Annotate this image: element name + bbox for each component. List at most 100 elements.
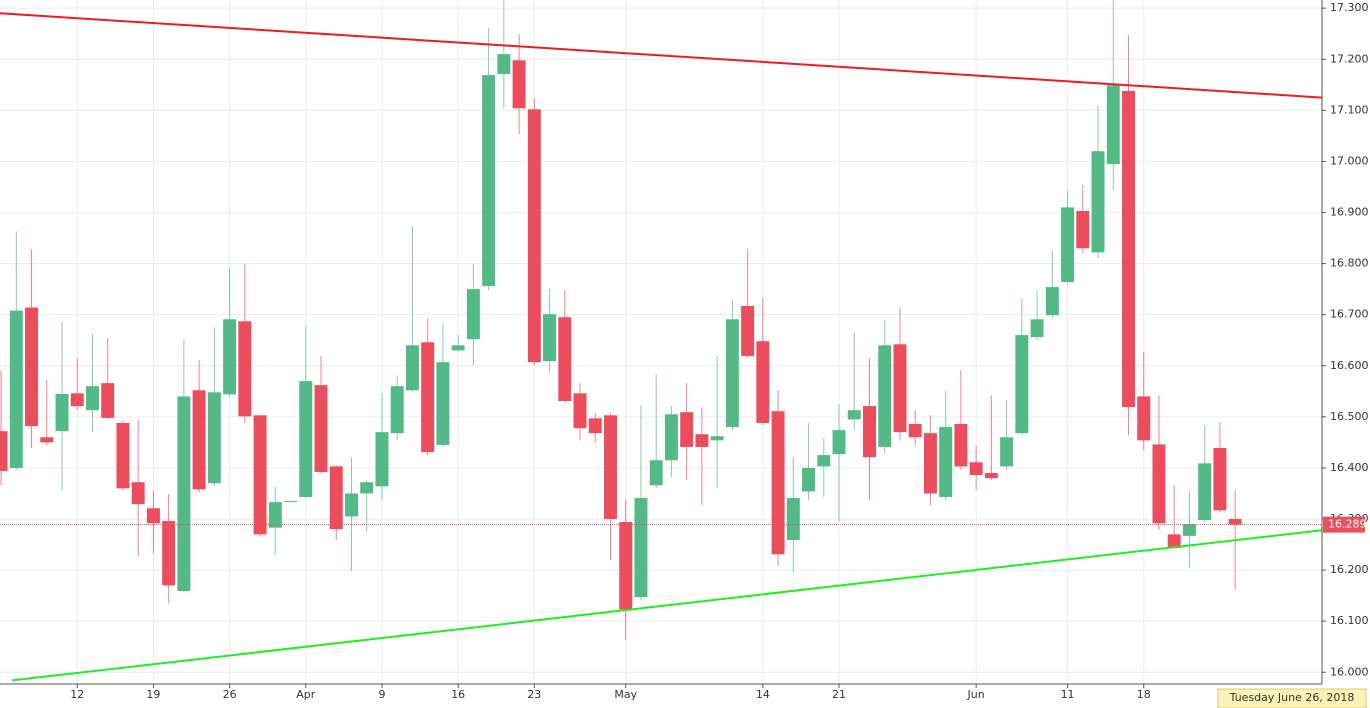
y-tick-label: 17.000 — [1330, 154, 1369, 167]
candle-body — [284, 501, 298, 503]
candle-body — [588, 418, 602, 434]
candle-body — [405, 345, 419, 391]
candle-body — [1045, 287, 1059, 316]
candle-body — [223, 319, 237, 395]
candle-body — [146, 508, 160, 524]
candle-body — [664, 414, 678, 461]
candle-body — [162, 521, 176, 586]
candle-body — [710, 436, 724, 441]
candle-body — [802, 467, 816, 492]
candle-body — [558, 317, 572, 402]
x-tick-label: 26 — [223, 688, 237, 701]
candle-body — [192, 390, 206, 490]
y-tick-label: 16.500 — [1330, 410, 1369, 423]
candle-body — [893, 344, 907, 433]
candle-body — [451, 345, 465, 351]
candle-body — [1198, 463, 1212, 521]
candle-body — [116, 422, 130, 489]
axes: 16.00016.10016.20016.30016.40016.50016.6… — [70, 1, 1369, 708]
candle-body — [238, 321, 252, 417]
y-tick-label: 16.700 — [1330, 308, 1369, 321]
candle-body — [1228, 519, 1242, 525]
candle-body — [725, 319, 739, 428]
candle-body — [649, 460, 663, 486]
x-tick-label: 12 — [70, 688, 84, 701]
y-tick-label: 16.100 — [1330, 614, 1369, 627]
y-tick-label: 16.000 — [1330, 665, 1369, 678]
candle-body — [1122, 90, 1135, 408]
x-tick-label: 19 — [146, 688, 160, 701]
y-tick-label: 17.100 — [1330, 103, 1369, 116]
candle-body — [207, 392, 221, 484]
candle-body — [939, 427, 953, 498]
candle-body — [695, 434, 709, 447]
candle-body — [741, 305, 755, 357]
last-price-box — [1323, 516, 1365, 533]
trendline — [0, 12, 1323, 99]
plot — [0, 0, 1323, 682]
candle-body — [314, 385, 328, 473]
candle-body — [863, 406, 876, 458]
candle-body — [832, 430, 846, 455]
candle-body — [680, 412, 694, 447]
y-tick-label: 16.800 — [1330, 257, 1369, 270]
candle-body — [878, 345, 892, 447]
x-tick-label: May — [614, 688, 637, 701]
candle-body — [908, 423, 922, 438]
y-tick-label: 16.200 — [1330, 563, 1369, 576]
candle-body — [634, 498, 648, 598]
candle-body — [390, 386, 404, 434]
candle-body — [604, 415, 617, 520]
candle-body — [573, 393, 587, 429]
candle-body — [619, 522, 633, 610]
x-tick-label: 18 — [1137, 688, 1151, 701]
candle-body — [954, 423, 968, 467]
y-tick-label: 16.600 — [1330, 359, 1369, 372]
candle-body — [969, 462, 983, 476]
last-price-label: 16.289 — [1328, 518, 1367, 531]
candle-body — [360, 482, 374, 494]
x-tick-label: 14 — [756, 688, 770, 701]
candle-body — [345, 493, 358, 517]
x-tick-label: 9 — [378, 688, 385, 701]
candle-body — [375, 432, 389, 487]
candle-body — [482, 75, 496, 287]
y-tick-label: 17.300 — [1330, 1, 1369, 14]
candle-body — [9, 310, 23, 468]
candle-body — [756, 341, 770, 423]
candle-body — [512, 60, 526, 109]
candle-body — [817, 455, 831, 467]
candle-body — [466, 289, 480, 340]
candle-body — [1030, 319, 1044, 338]
candle-body — [101, 383, 115, 418]
candle-body — [55, 393, 69, 432]
candle-body — [329, 466, 343, 530]
candle-body — [1091, 151, 1105, 253]
x-tick-label: Jun — [967, 688, 985, 701]
candle-body — [771, 411, 785, 555]
candle-body — [25, 307, 39, 427]
date-label: Tuesday June 26, 2018 — [1229, 691, 1355, 704]
candle-body — [40, 437, 54, 443]
candle-body — [436, 362, 450, 445]
candle-body — [1076, 210, 1090, 249]
candle-body — [543, 314, 557, 362]
candle-body — [1152, 444, 1166, 524]
candle-body — [1137, 396, 1151, 441]
candle-body — [847, 410, 861, 420]
candle-body — [984, 473, 998, 479]
candle-body — [923, 433, 937, 494]
y-tick-label: 17.200 — [1330, 52, 1369, 65]
candle-body — [70, 393, 84, 407]
x-tick-label: 23 — [527, 688, 541, 701]
candle-body — [268, 502, 282, 528]
candle-body — [1213, 447, 1227, 511]
candle-body — [299, 381, 313, 498]
candle-body — [1167, 534, 1181, 549]
candle-body — [86, 386, 99, 411]
candle-body — [1106, 85, 1120, 164]
candle-body — [1182, 524, 1196, 536]
